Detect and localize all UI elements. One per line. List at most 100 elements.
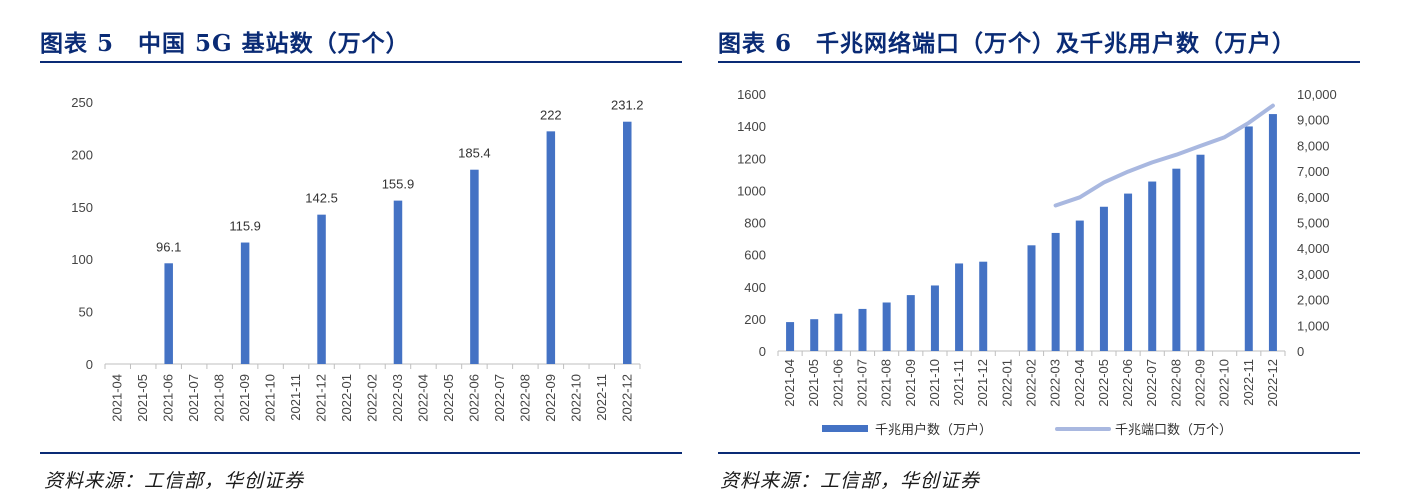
x-tick-label: 2022-09 — [543, 374, 558, 422]
x-tick-label: 2021-12 — [975, 359, 990, 407]
bar — [882, 302, 891, 351]
data-label: 115.9 — [229, 219, 261, 234]
x-tick-label: 2022-05 — [441, 374, 456, 422]
y-left-tick-label: 1600 — [737, 87, 766, 102]
x-tick-label: 2022-06 — [1120, 359, 1135, 407]
x-tick-label: 2022-01 — [339, 374, 354, 422]
data-label: 96.1 — [156, 239, 181, 254]
y-tick-label: 0 — [86, 357, 93, 372]
x-tick-label: 2022-01 — [999, 359, 1014, 407]
combo-chart-gigabit: 0 200 400 600 800 1000 1200 1400 1600 0 1,000 2,000… — [737, 87, 1337, 437]
bar — [1148, 181, 1157, 351]
x-tick-label: 2022-11 — [1241, 359, 1256, 406]
bar — [930, 285, 939, 351]
x-tick-label: 2022-06 — [466, 374, 481, 422]
y-left-tick-label: 0 — [759, 344, 766, 359]
x-tick-label: 2021-10 — [263, 374, 278, 422]
bar-chart-5g-stations: 0 50 100 150 200 250 2021-04 2021-05 2021-06 96.1… — [71, 95, 644, 422]
bar — [470, 169, 479, 364]
x-tick-label: 2021-09 — [237, 374, 252, 422]
x-tick-label: 2022-07 — [1144, 359, 1159, 407]
bar — [786, 322, 795, 351]
x-tick-label: 2022-02 — [365, 374, 380, 422]
y-tick-label: 150 — [71, 200, 93, 215]
source-note: 资料来源：工信部，华创证券 — [44, 470, 305, 492]
bar — [858, 308, 867, 351]
y-right-tick-label: 10,000 — [1297, 87, 1337, 102]
title-divider — [718, 61, 1360, 63]
y-tick-label: 200 — [71, 147, 93, 162]
x-tick-label: 2022-03 — [1048, 359, 1063, 407]
y-right-tick-label: 9,000 — [1297, 113, 1330, 128]
x-tick-label: 2021-04 — [110, 374, 125, 422]
bar — [1051, 232, 1060, 351]
y-right-tick-label: 3,000 — [1297, 267, 1330, 282]
y-tick-label: 250 — [71, 95, 93, 110]
x-tick-label: 2021-12 — [314, 374, 329, 422]
legend-label: 千兆用户数（万户） — [875, 422, 992, 437]
x-tick-label: 2022-10 — [568, 374, 583, 422]
title-divider — [40, 61, 682, 63]
y-left-tick-label: 800 — [744, 216, 766, 231]
x-tick-label: 2021-08 — [212, 374, 227, 422]
bar — [240, 242, 250, 364]
y-left-tick-label: 1000 — [737, 183, 766, 198]
x-tick-label: 2022-02 — [1024, 359, 1039, 407]
source-note: 资料来源：工信部，华创证券 — [720, 470, 981, 492]
chart-title: 图表 5 中国 5G 基站数（万个） — [40, 30, 410, 57]
bar — [955, 263, 964, 351]
bar — [1196, 154, 1205, 351]
bar — [1075, 220, 1084, 351]
x-tick-label: 2021-07 — [186, 374, 201, 422]
y-right-tick-label: 1,000 — [1297, 318, 1330, 333]
x-tick-label: 2021-06 — [161, 374, 176, 422]
data-label: 231.2 — [611, 98, 644, 113]
legend-label: 千兆端口数（万个） — [1115, 422, 1232, 437]
y-right-tick-label: 4,000 — [1297, 241, 1330, 256]
y-right-tick-label: 0 — [1297, 344, 1304, 359]
bar — [979, 261, 988, 351]
bar — [164, 263, 173, 364]
x-tick-label: 2022-04 — [1072, 359, 1087, 407]
y-left-tick-label: 1200 — [737, 151, 766, 166]
bar — [1027, 245, 1036, 351]
x-tick-label: 2022-11 — [594, 374, 609, 421]
x-tick-label: 2021-04 — [782, 359, 797, 407]
source-divider — [718, 452, 1360, 454]
x-tick-label: 2022-07 — [492, 374, 507, 422]
bar — [810, 319, 819, 351]
y-left-tick-label: 200 — [744, 312, 766, 327]
bar — [393, 200, 403, 364]
x-tick-label: 2022-10 — [1217, 359, 1232, 407]
y-left-tick-label: 400 — [744, 280, 766, 295]
x-tick-label: 2021-05 — [135, 374, 150, 422]
y-tick-label: 50 — [79, 305, 93, 320]
source-divider — [40, 452, 682, 454]
x-tick-label: 2021-08 — [879, 359, 894, 407]
y-right-tick-label: 7,000 — [1297, 164, 1330, 179]
y-left-tick-label: 600 — [744, 248, 766, 263]
x-tick-label: 2022-03 — [390, 374, 405, 422]
bar — [623, 121, 632, 365]
x-tick-label: 2021-07 — [855, 359, 870, 407]
x-tick-label: 2022-05 — [1096, 359, 1111, 407]
bar — [834, 313, 843, 351]
x-tick-label: 2021-11 — [288, 374, 303, 421]
series-line — [1053, 103, 1275, 208]
x-tick-label: 2022-09 — [1193, 359, 1208, 407]
y-tick-label: 100 — [71, 252, 93, 267]
x-tick-label: 2022-04 — [415, 374, 430, 422]
data-label: 142.5 — [305, 191, 338, 206]
x-tick-label: 2022-12 — [619, 374, 634, 422]
bar — [317, 214, 326, 364]
x-tick-label: 2022-08 — [1168, 359, 1183, 407]
y-right-tick-label: 5,000 — [1297, 216, 1330, 231]
data-label: 222 — [540, 107, 562, 122]
data-label: 185.4 — [458, 146, 491, 161]
x-tick-label: 2021-11 — [951, 359, 966, 406]
bar — [1172, 168, 1181, 351]
x-tick-label: 2022-08 — [517, 374, 532, 422]
y-right-tick-label: 8,000 — [1297, 138, 1330, 153]
x-tick-label: 2022-12 — [1265, 359, 1280, 407]
bar — [1244, 126, 1253, 351]
